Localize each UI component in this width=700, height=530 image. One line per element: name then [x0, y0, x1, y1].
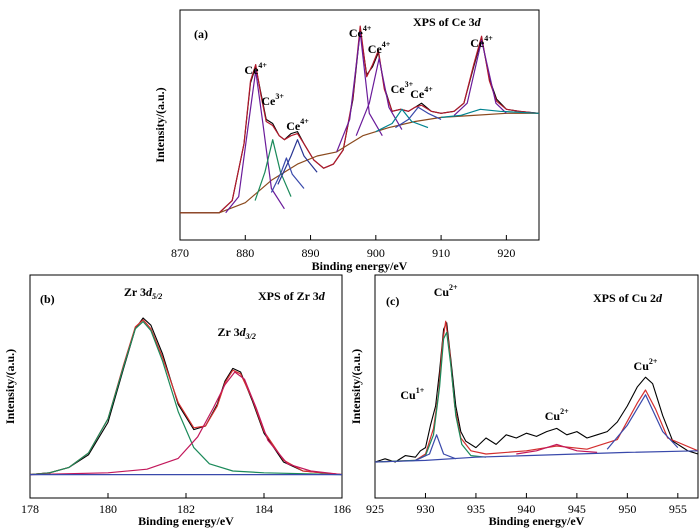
panel-label: (b) [40, 292, 55, 306]
x-tick-label: 182 [177, 502, 195, 516]
chart-title: XPS of Cu 2d [593, 291, 663, 305]
peak-label: Ce4+ [410, 85, 433, 101]
series-line [355, 57, 403, 136]
panel-a-ce3d: 870 880 890 900 910 920 Binding energy/eV Inten… [153, 9, 540, 273]
x-tick-label: 910 [432, 246, 450, 260]
peak-label: Ce4+ [470, 34, 493, 50]
x-tick-label: 925 [366, 502, 384, 516]
x-tick-label: 940 [517, 502, 535, 516]
y-axis-label: Intensity/(a.u.) [153, 87, 167, 162]
y-axis-label: Intensity/(a.u.) [3, 349, 17, 424]
x-tick-label: 930 [416, 502, 434, 516]
chart-title: XPS of Zr 3d [258, 289, 326, 303]
x-axis-label: Binding energy/eV [138, 514, 234, 528]
x-tick-label: 950 [618, 502, 636, 516]
series-line [29, 317, 343, 476]
x-tick-label: 180 [99, 502, 117, 516]
series-line [453, 39, 507, 116]
series-line [29, 321, 343, 476]
x-tick-label: 920 [497, 246, 515, 260]
x-tick-label: 186 [333, 502, 351, 516]
peak-label: Cu1+ [400, 386, 424, 402]
peak-label: Ce3+ [261, 92, 284, 108]
peak-label: Cu2+ [634, 357, 658, 373]
x-tick-label: 184 [255, 502, 273, 516]
series-line [29, 371, 343, 476]
plot-frame [29, 274, 343, 499]
peak-label: Ce3+ [391, 80, 414, 96]
x-tick-label: 870 [171, 246, 189, 260]
panel-label: (a) [194, 27, 208, 41]
series-line [374, 322, 699, 463]
x-tick-label: 900 [367, 246, 385, 260]
x-tick-label: 880 [236, 246, 254, 260]
chart-title: XPS of Ce 3d [413, 15, 482, 29]
peak-label: Ce4+ [244, 61, 267, 77]
panel-b-zr3d: 178 180 182 184 186 Binding energy/eV Intensit… [3, 274, 351, 528]
series-line [254, 139, 292, 201]
x-tick-label: 890 [302, 246, 320, 260]
series-line [374, 450, 699, 463]
series-line [180, 25, 540, 214]
series-line [277, 139, 318, 185]
series-line [374, 331, 487, 463]
series-line [441, 108, 540, 118]
series-line [375, 108, 429, 133]
panel-label: (c) [386, 294, 399, 308]
peak-label: Zr 3d5/2 [124, 285, 162, 301]
series-line [606, 394, 679, 450]
series-line [29, 319, 343, 476]
peak-label: Ce4+ [349, 24, 372, 40]
series-line [180, 112, 539, 214]
peak-label: Zr 3d3/2 [218, 325, 256, 341]
peak-label: Cu2+ [434, 283, 458, 299]
x-axis-label: Binding energy/eV [312, 259, 408, 273]
series-line [225, 70, 285, 214]
panel-c-cu2d: 925 930 935 940 945 950 955 Binding energy/eV In… [349, 274, 699, 528]
x-tick-label: 178 [21, 502, 39, 516]
series-line [270, 157, 305, 193]
peak-label: Cu2+ [545, 407, 569, 423]
series-line [336, 31, 383, 153]
series-line [415, 434, 457, 461]
peak-label: Ce4+ [286, 117, 309, 133]
x-tick-label: 935 [467, 502, 485, 516]
series-line [395, 106, 442, 129]
x-tick-label: 955 [669, 502, 687, 516]
plot-frame [374, 274, 699, 499]
x-tick-label: 945 [568, 502, 586, 516]
peak-label: Ce4+ [368, 40, 391, 56]
y-axis-label: Intensity/(a.u.) [349, 349, 363, 424]
series-line [516, 443, 598, 455]
x-axis-label: Binding energy/eV [489, 514, 585, 528]
plot-frame [179, 9, 540, 241]
